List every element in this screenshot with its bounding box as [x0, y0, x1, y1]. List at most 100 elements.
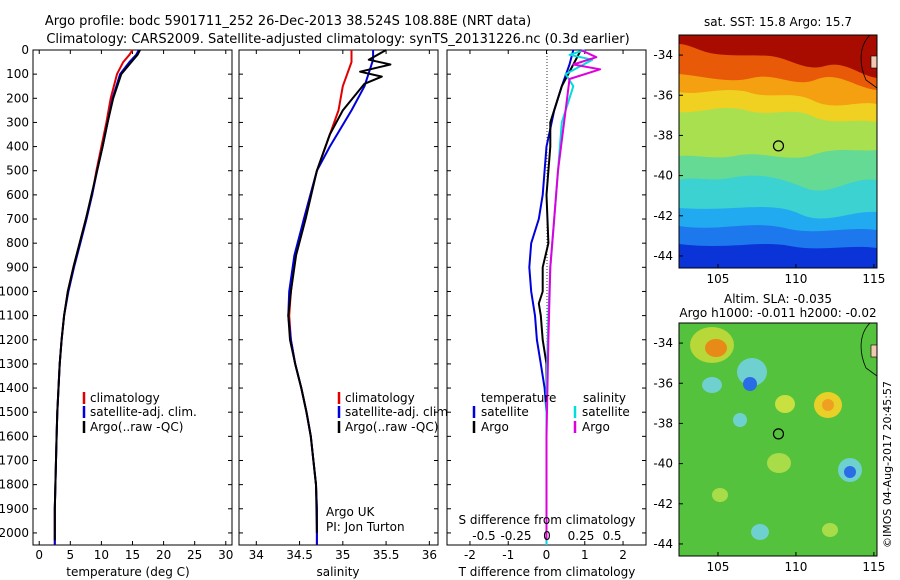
depth-tick-label: 2000 [0, 526, 29, 540]
legend-temperature-heading: temperature [481, 391, 556, 405]
depth-tick-label: 500 [6, 164, 29, 178]
salinity-legend: climatology satellite-adj. clim. Argo(..… [337, 391, 452, 434]
depth-tick-label: 1300 [0, 357, 29, 371]
lon-tick-label: 110 [784, 560, 807, 574]
title-line-2: Climatology: CARS2009. Satellite-adjuste… [46, 32, 629, 47]
lon-tick-label: 115 [862, 272, 885, 286]
x-tick-label: 35 [335, 548, 350, 562]
lon-tick-label: 105 [707, 272, 730, 286]
legend-label-sal-satellite: satellite [582, 405, 630, 419]
lat-tick-label: -36 [653, 88, 673, 102]
legend-label-argo: Argo(..raw -QC) [90, 420, 183, 434]
salinity-depth-ticks [239, 49, 438, 534]
sst-map-ticks: 105 110 115 -34 -36 -38 -40 -42 -44 [653, 48, 885, 286]
top-tick-label: 0.25 [568, 529, 595, 543]
sst-band [679, 35, 877, 78]
argo-position-marker [772, 428, 785, 440]
difference-legend: temperature satellite Argo salinity sate… [472, 391, 630, 434]
sla-blob [822, 399, 834, 411]
lat-tick-label: -44 [653, 249, 673, 263]
land-patch [870, 344, 877, 358]
sla-map-title-2: Argo h1000: -0.011 h2000: -0.02 [679, 306, 876, 320]
sst-map-title: sat. SST: 15.8 Argo: 15.7 [704, 15, 852, 29]
depth-tick-label: 1000 [0, 284, 29, 298]
x-tick-label: 36 [422, 548, 437, 562]
depth-tick-label: 1800 [0, 478, 29, 492]
depth-tick-label: 100 [6, 67, 29, 81]
x-tick-label: 2 [619, 548, 627, 562]
lat-tick-label: -36 [653, 376, 673, 390]
x-tick-label: 5 [66, 548, 74, 562]
coastline [860, 35, 877, 89]
lat-tick-label: -40 [653, 169, 673, 183]
depth-tick-label: 1100 [0, 309, 29, 323]
sla-map-frame [678, 322, 878, 557]
salinity-axes-frame [238, 49, 439, 546]
lat-tick-label: -38 [653, 128, 673, 142]
x-tick-label: 34 [249, 548, 264, 562]
x-tick-label: -1 [502, 548, 514, 562]
sla-map-ticks: 105 110 115 -34 -36 -38 -40 -42 -44 [653, 336, 885, 574]
temperature-legend: climatology satellite-adj. clim. Argo(..… [82, 391, 197, 434]
argo-position-marker [772, 140, 785, 152]
depth-tick-label: 600 [6, 188, 29, 202]
salinity-x-label: salinity [316, 565, 359, 579]
sla-blob [733, 413, 747, 427]
depth-tick-label: 200 [6, 91, 29, 105]
x-tick-label: 0 [35, 548, 43, 562]
difference-series [528, 49, 602, 545]
coastline [860, 323, 877, 377]
legend-label-climatology: climatology [345, 391, 415, 405]
depth-tick-label: 800 [6, 236, 29, 250]
x-tick-label: -2 [464, 548, 476, 562]
legend-label-satellite: satellite-adj. clim. [90, 405, 197, 419]
depth-tick-label: 700 [6, 212, 29, 226]
series-line-salinity-argo [545, 49, 602, 541]
top-tick-labels: -0.5 -0.25 0 0.25 0.5 [472, 529, 621, 543]
sla-map-panel: Altim. SLA: -0.035 Argo h1000: -0.011 h2… [653, 292, 885, 574]
sst-heatmap [679, 35, 877, 268]
top-tick-label: 0 [543, 529, 551, 543]
depth-tick-label: 1700 [0, 453, 29, 467]
x-tick-label: 0 [543, 548, 551, 562]
sla-blob [767, 453, 791, 473]
lat-tick-label: -42 [653, 209, 673, 223]
land-patch [870, 55, 877, 69]
legend-label-argo: Argo(..raw -QC) [345, 420, 438, 434]
x-tick-label: 30 [218, 548, 233, 562]
sla-heatmap [679, 323, 877, 556]
depth-tick-label: 300 [6, 115, 29, 129]
x-tick-label: 35.5 [373, 548, 400, 562]
x-tick-label: 1 [581, 548, 589, 562]
sla-blob [737, 358, 767, 386]
sla-map-title-1: Altim. SLA: -0.035 [724, 292, 832, 306]
legend-label-temp-satellite: satellite [481, 405, 529, 419]
float-owner-label: Argo UK [326, 505, 375, 519]
title-line-1: Argo profile: bodc 5901711_252 26-Dec-20… [45, 14, 531, 29]
imos-watermark: ©IMOS 04-Aug-2017 20:45:57 [881, 381, 894, 548]
t-difference-label: T difference from climatology [458, 565, 636, 579]
legend-label-satellite: satellite-adj. clim. [345, 405, 452, 419]
lat-tick-label: -42 [653, 497, 673, 511]
depth-tick-label: 900 [6, 260, 29, 274]
sla-blob [712, 488, 728, 502]
legend-salinity-heading: salinity [583, 391, 626, 405]
salinity-series [287, 49, 392, 545]
temperature-axes-frame [32, 49, 233, 546]
temperature-panel: 0100200300400500600700800900100011001200… [0, 43, 233, 579]
depth-tick-label: 0 [21, 43, 29, 57]
lon-tick-label: 110 [784, 272, 807, 286]
depth-ticks: 0 100 200 300 400 500 600 700 800 900 1000 1100 1200… [0, 43, 232, 540]
depth-tick-label: 1900 [0, 502, 29, 516]
sla-blob [775, 395, 795, 413]
lat-tick-label: -34 [653, 48, 673, 62]
legend-label-climatology: climatology [90, 391, 160, 405]
s-difference-label: S difference from climatology [459, 513, 636, 527]
lat-tick-label: -34 [653, 336, 673, 350]
temperature-x-label: temperature (deg C) [66, 565, 189, 579]
sst-map-panel: sat. SST: 15.8 Argo: 15.7 105 110 115 -34 -3… [653, 15, 885, 286]
x-tick-label: 25 [187, 548, 202, 562]
depth-tick-label: 400 [6, 140, 29, 154]
depth-tick-label: 1600 [0, 429, 29, 443]
